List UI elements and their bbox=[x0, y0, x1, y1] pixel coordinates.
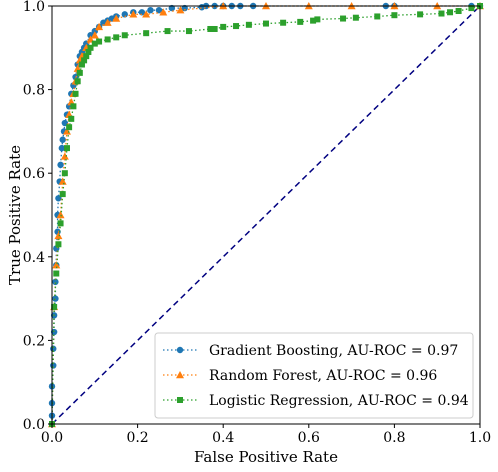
series-2-point bbox=[78, 61, 85, 68]
y-axis-label: True Positive Rate bbox=[6, 145, 24, 285]
series-0-point bbox=[59, 136, 66, 143]
y-tick-label: 0.2 bbox=[23, 333, 45, 349]
series-2-point bbox=[164, 28, 171, 35]
series-2-point bbox=[233, 23, 240, 30]
x-axis-label: False Positive Rate bbox=[194, 448, 338, 466]
series-1-point bbox=[90, 31, 99, 39]
x-tick-label: 0.6 bbox=[298, 430, 320, 446]
series-2-point bbox=[66, 124, 73, 131]
legend: Gradient Boosting, AU-ROC = 0.97 Random F… bbox=[154, 332, 474, 419]
series-2-point bbox=[374, 13, 381, 20]
series-2-point bbox=[447, 9, 454, 16]
series-2-point bbox=[352, 14, 359, 21]
series-2-point bbox=[68, 115, 75, 122]
series-2-point bbox=[207, 25, 214, 32]
series-2-point bbox=[61, 170, 68, 177]
series-2-point bbox=[121, 32, 128, 39]
series-1-point bbox=[176, 6, 185, 14]
series-2-point bbox=[297, 18, 304, 25]
legend-entry-2: Logistic Regression, AU-ROC = 0.94 bbox=[209, 393, 469, 409]
series-2-point bbox=[83, 53, 90, 60]
series-2-point bbox=[417, 11, 424, 18]
series-2-point bbox=[87, 44, 94, 51]
series-2-point bbox=[211, 25, 218, 32]
legend-marker-2 bbox=[177, 397, 183, 403]
series-2-point bbox=[96, 38, 103, 45]
series-2-point bbox=[143, 30, 150, 37]
series-2-point bbox=[263, 20, 269, 27]
series-2-point bbox=[245, 21, 252, 28]
series-2-point bbox=[55, 241, 62, 248]
series-2-point bbox=[438, 10, 445, 17]
series-1-point bbox=[159, 8, 168, 16]
y-tick-label: 0.4 bbox=[23, 250, 45, 266]
series-1-point bbox=[60, 152, 69, 160]
series-1-point bbox=[52, 261, 61, 269]
series-2-point bbox=[51, 303, 58, 310]
legend-entry-0: Gradient Boosting, AU-ROC = 0.97 bbox=[209, 343, 458, 359]
series-1-point bbox=[112, 14, 121, 22]
x-tick-label: 0.4 bbox=[212, 430, 234, 446]
series-0-point bbox=[121, 11, 128, 18]
plot-frame bbox=[51, 5, 481, 425]
series-1-point bbox=[103, 18, 112, 26]
series-2-point bbox=[53, 270, 60, 277]
series-0-point bbox=[155, 6, 163, 14]
series-0-point bbox=[138, 9, 146, 16]
x-tick-label: 0.2 bbox=[126, 430, 148, 446]
series-2-point bbox=[81, 57, 88, 64]
series-1-point bbox=[62, 127, 71, 135]
series-2-point bbox=[70, 103, 77, 110]
x-tick-label: 0.0 bbox=[41, 430, 63, 446]
series-0-point bbox=[58, 144, 66, 152]
series-0-point bbox=[147, 6, 154, 14]
series-0-point bbox=[57, 161, 64, 169]
series-2-point bbox=[185, 28, 192, 35]
series-1-point bbox=[54, 231, 63, 240]
series-2-point bbox=[340, 15, 347, 22]
y-tick-label: 0.6 bbox=[23, 166, 45, 182]
series-2-point bbox=[85, 48, 92, 55]
series-2-point bbox=[455, 8, 462, 15]
series-1-point bbox=[142, 10, 151, 18]
series-2-point bbox=[104, 36, 111, 43]
series-2-point bbox=[391, 12, 398, 19]
series-2-point bbox=[76, 69, 83, 76]
y-tick-label: 1.0 bbox=[23, 0, 45, 15]
legend-marker-0 bbox=[176, 346, 184, 354]
series-0-point bbox=[52, 278, 59, 286]
axes: 0.0 0.2 0.4 0.6 0.8 1.0 0.0 0.2 0.4 0.6 0.8 1.0 bbox=[23, 0, 491, 446]
series-2-point bbox=[220, 23, 227, 30]
x-tick-label: 0.8 bbox=[383, 430, 405, 446]
series-line-1 bbox=[51, 5, 480, 425]
x-tick-label: 1.0 bbox=[469, 430, 491, 446]
series-2-point bbox=[63, 145, 70, 152]
series-0-point bbox=[52, 295, 59, 302]
series-2-point bbox=[468, 5, 475, 12]
series-2-point bbox=[74, 78, 81, 85]
series-1-point bbox=[58, 177, 67, 185]
series-2-point bbox=[314, 16, 321, 23]
series-2-point bbox=[280, 19, 287, 26]
series-2-point bbox=[113, 34, 120, 41]
series-0-point bbox=[50, 328, 58, 336]
legend-entry-1: Random Forest, AU-ROC = 0.96 bbox=[209, 368, 437, 384]
series-1-point bbox=[95, 22, 104, 31]
series-2-point bbox=[310, 17, 317, 24]
series-2-point bbox=[91, 40, 98, 47]
series-2-point bbox=[57, 220, 64, 227]
series-1-point bbox=[56, 211, 65, 219]
legend-marker-1 bbox=[176, 371, 184, 379]
series-1-point bbox=[129, 10, 138, 18]
legend-box bbox=[154, 332, 474, 419]
series-2-point bbox=[72, 90, 79, 97]
y-tick-label: 0.0 bbox=[23, 417, 45, 433]
plot-area bbox=[48, 2, 484, 428]
y-tick-label: 0.8 bbox=[23, 83, 45, 99]
series-2-point bbox=[59, 191, 66, 198]
